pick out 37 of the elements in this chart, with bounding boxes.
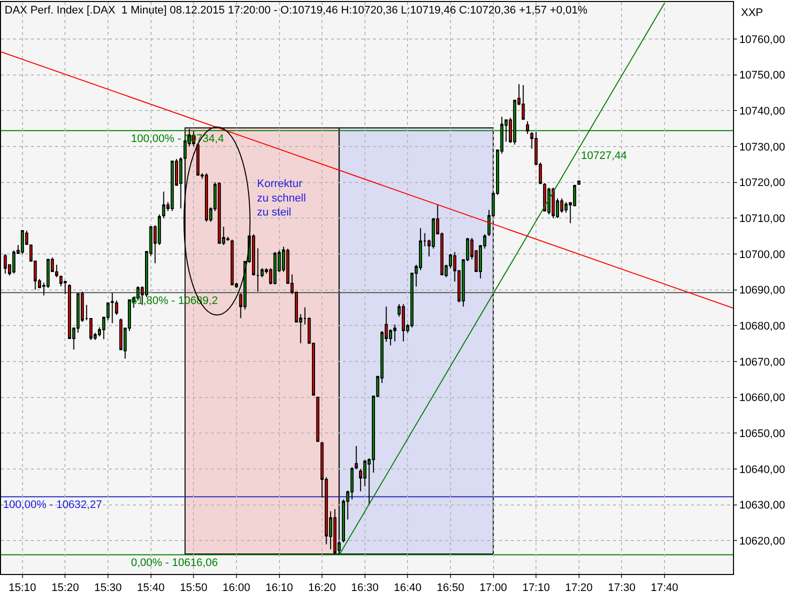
x-tick-label: 16:50 bbox=[436, 582, 464, 594]
y-tick-label: 10690,00 bbox=[739, 284, 786, 297]
y-tick-label: 10750,00 bbox=[739, 70, 786, 82]
y-tick-label: 10700,00 bbox=[739, 248, 786, 261]
y-tick-label: 10650,00 bbox=[739, 428, 786, 440]
y-tick-label: 10630,00 bbox=[739, 500, 786, 512]
x-tick-label: 16:30 bbox=[351, 582, 379, 594]
y-tick-label: 10620,00 bbox=[739, 536, 786, 548]
annotation: 100,00% - 10632,27 bbox=[3, 499, 102, 511]
x-tick-label: 17:30 bbox=[608, 582, 636, 594]
x-tick-label: 16:20 bbox=[308, 582, 336, 594]
x-tick-label: 15:30 bbox=[94, 582, 122, 594]
y-tick-label: 10720,00 bbox=[739, 177, 786, 190]
x-tick-label: 15:50 bbox=[180, 582, 208, 594]
y-tick-label: 10680,00 bbox=[739, 320, 786, 332]
x-tick-label: 16:10 bbox=[265, 582, 294, 594]
x-tick-label: 17:10 bbox=[522, 582, 550, 594]
y-tick-label: 10710,00 bbox=[739, 212, 786, 225]
annotation: 0,00% - 10616,06 bbox=[131, 557, 218, 569]
text: XXP bbox=[741, 7, 764, 19]
chart-title: DAX Perf. Index [.DAX 1 Minute] 08.12.2015 17:20:00 - O:10719,46 H:10720,36 L:10719,46 C:10720,36 +1,57 +0,01% bbox=[4, 4, 588, 17]
x-tick-label: 17:20 bbox=[565, 582, 593, 594]
y-tick-label: 10740,00 bbox=[739, 105, 786, 118]
y-tick-label: 10670,00 bbox=[739, 356, 786, 368]
y-tick-label: 10660,00 bbox=[739, 392, 786, 404]
x-tick-label: 17:00 bbox=[480, 582, 508, 594]
annotation: Korrektur zu schnell zu steil bbox=[257, 178, 306, 219]
y-tick-label: 10760,00 bbox=[739, 34, 786, 46]
x-tick-label: 15:10 bbox=[8, 582, 36, 594]
annotation: 10727,44 bbox=[581, 150, 627, 162]
y-tick-label: 10730,00 bbox=[739, 141, 786, 154]
x-tick-label: 16:40 bbox=[394, 582, 422, 594]
x-tick-label: 15:20 bbox=[51, 582, 79, 594]
x-tick-label: 16:00 bbox=[222, 582, 250, 594]
x-tick-label: 15:40 bbox=[137, 582, 165, 594]
y-tick-label: 10640,00 bbox=[739, 464, 786, 476]
x-tick-label: 17:40 bbox=[650, 582, 678, 594]
